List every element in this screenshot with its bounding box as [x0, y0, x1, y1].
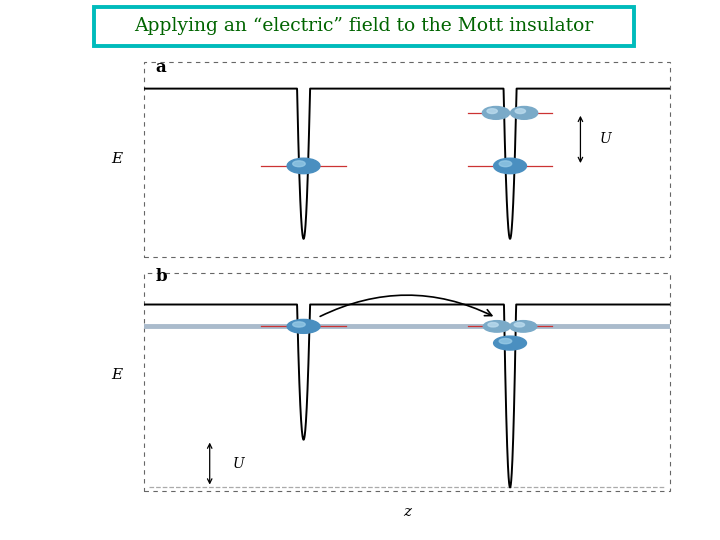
Text: a: a: [156, 59, 166, 76]
Circle shape: [510, 106, 538, 119]
Circle shape: [293, 322, 305, 327]
Circle shape: [515, 109, 526, 113]
Text: U: U: [599, 132, 611, 146]
Circle shape: [483, 321, 510, 332]
Circle shape: [487, 109, 498, 113]
Text: z: z: [402, 505, 411, 519]
Text: E: E: [112, 152, 122, 166]
Circle shape: [287, 320, 320, 333]
Circle shape: [510, 321, 537, 332]
Text: Applying an “electric” field to the Mott insulator: Applying an “electric” field to the Mott…: [134, 17, 593, 36]
Circle shape: [482, 106, 510, 119]
Text: b: b: [156, 268, 167, 286]
Circle shape: [499, 161, 512, 167]
Circle shape: [499, 339, 512, 344]
Circle shape: [287, 158, 320, 174]
Circle shape: [494, 336, 526, 350]
Circle shape: [494, 158, 526, 174]
Circle shape: [293, 161, 305, 167]
Text: E: E: [112, 368, 122, 382]
Circle shape: [488, 322, 498, 327]
Circle shape: [514, 322, 525, 327]
Text: U: U: [233, 456, 245, 470]
